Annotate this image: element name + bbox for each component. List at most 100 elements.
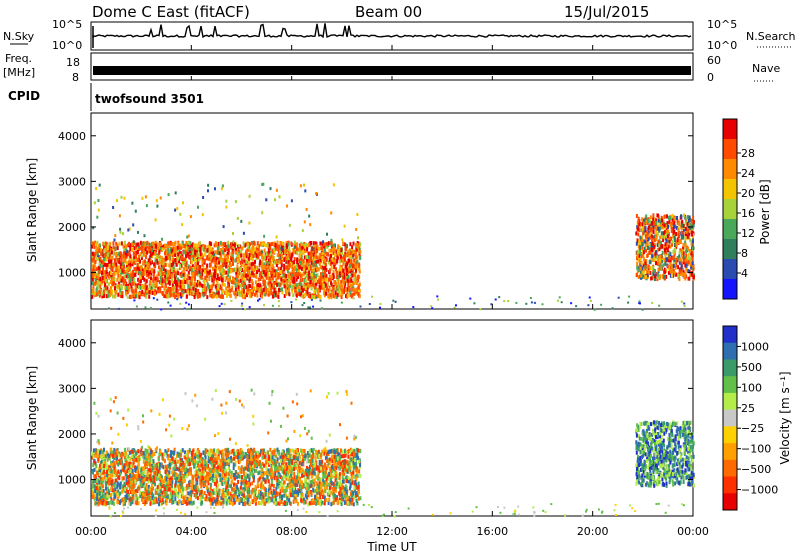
scatter-cell xyxy=(185,263,187,267)
scatter-cell xyxy=(289,224,291,227)
scatter-cell xyxy=(648,219,650,223)
scatter-cell xyxy=(273,484,275,488)
scatter-cell xyxy=(199,248,201,252)
scatter-cell xyxy=(129,295,131,299)
scatter-cell xyxy=(691,257,693,261)
scatter-cell xyxy=(340,248,342,252)
scatter-cell xyxy=(186,246,188,250)
scatter-cell xyxy=(570,302,572,304)
scatter-cell xyxy=(185,251,187,255)
scatter-cell xyxy=(179,264,181,268)
scatter-cell xyxy=(197,206,199,209)
scatter-cell xyxy=(195,288,197,292)
scatter-cell xyxy=(286,205,288,208)
scatter-cell xyxy=(636,273,638,277)
scatter-cell xyxy=(242,308,244,310)
scatter-cell xyxy=(148,272,150,276)
scatter-cell xyxy=(351,263,353,267)
scatter-cell xyxy=(320,285,322,289)
scatter-cell xyxy=(650,266,652,270)
scatter-cell xyxy=(199,241,201,245)
scatter-cell xyxy=(236,278,238,282)
scatter-cell xyxy=(333,281,335,285)
scatter-cell xyxy=(269,277,271,281)
scatter-cell xyxy=(177,290,179,294)
scatter-cell xyxy=(359,256,361,260)
scatter-cell xyxy=(282,274,284,278)
scatter-cell xyxy=(649,250,651,254)
scatter-cell xyxy=(326,233,328,236)
scatter-cell xyxy=(356,213,358,216)
scatter-cell xyxy=(298,272,300,276)
scatter-cell xyxy=(294,246,296,249)
scatter-cell xyxy=(672,256,674,260)
scatter-cell xyxy=(184,258,186,262)
scatter-cell xyxy=(120,269,122,273)
scatter-cell xyxy=(212,267,214,271)
scatter-cell xyxy=(206,264,208,268)
scatter-cell xyxy=(264,249,266,253)
scatter-cell xyxy=(110,260,112,264)
scatter-cell xyxy=(112,256,114,260)
scatter-cell xyxy=(157,277,159,281)
scatter-cell xyxy=(208,285,210,289)
scatter-cell xyxy=(104,253,106,257)
scatter-cell xyxy=(291,199,293,202)
freq-top-tick: 18 xyxy=(66,56,80,69)
scatter-cell xyxy=(218,291,220,295)
scatter-cell xyxy=(317,280,319,284)
scatter-cell xyxy=(97,274,99,278)
scatter-cell xyxy=(359,242,361,246)
scatter-cell xyxy=(232,241,234,244)
scatter-cell xyxy=(228,249,230,253)
scatter-cell xyxy=(140,241,142,245)
scatter-cell xyxy=(275,244,277,248)
scatter-cell xyxy=(379,307,381,309)
scatter-cell xyxy=(308,215,310,218)
scatter-cell xyxy=(322,240,324,243)
scatter-cell xyxy=(507,300,509,302)
scatter-cell xyxy=(330,254,332,258)
scatter-cell xyxy=(318,289,320,293)
scatter-cell xyxy=(677,274,679,278)
scatter-cell xyxy=(342,269,344,273)
scatter-cell xyxy=(230,294,232,298)
scatter-cell xyxy=(356,280,358,284)
scatter-cell xyxy=(312,247,314,250)
scatter-cell xyxy=(645,220,647,224)
scatter-cell xyxy=(346,268,348,272)
scatter-cell xyxy=(296,283,298,287)
scatter-cell xyxy=(182,290,184,294)
scatter-cell xyxy=(587,304,589,306)
scatter-cell xyxy=(213,274,215,278)
scatter-cell xyxy=(99,290,101,294)
scatter-cell xyxy=(299,461,301,465)
scatter-cell xyxy=(131,202,133,205)
scatter-cell xyxy=(227,244,229,248)
scatter-cell xyxy=(291,285,293,289)
scatter-cell xyxy=(194,266,196,270)
scatter-cell xyxy=(143,293,145,297)
scatter-cell xyxy=(210,254,212,258)
scatter-cell xyxy=(150,253,152,257)
scatter-cell xyxy=(251,285,253,289)
scatter-cell xyxy=(204,287,206,291)
scatter-cell xyxy=(156,255,158,259)
scatter-cell xyxy=(232,258,234,262)
scatter-cell xyxy=(659,259,661,263)
scatter-cell xyxy=(95,281,97,285)
scatter-cell xyxy=(116,278,118,282)
scatter-cell xyxy=(177,246,179,250)
scatter-cell xyxy=(343,289,345,293)
nsky-bottom-tick: 10^0 xyxy=(52,39,82,52)
scatter-cell xyxy=(637,250,639,254)
scatter-cell xyxy=(221,187,223,190)
scatter-cell xyxy=(224,283,226,287)
power-colorbar-label: Power [dB] xyxy=(758,179,772,244)
scatter-cell xyxy=(359,250,361,254)
scatter-cell xyxy=(252,292,254,296)
scatter-cell xyxy=(225,276,227,280)
scatter-cell xyxy=(149,280,151,284)
scatter-cell xyxy=(112,206,114,209)
power-y-axis-label: Slant Range [km] xyxy=(25,158,39,262)
